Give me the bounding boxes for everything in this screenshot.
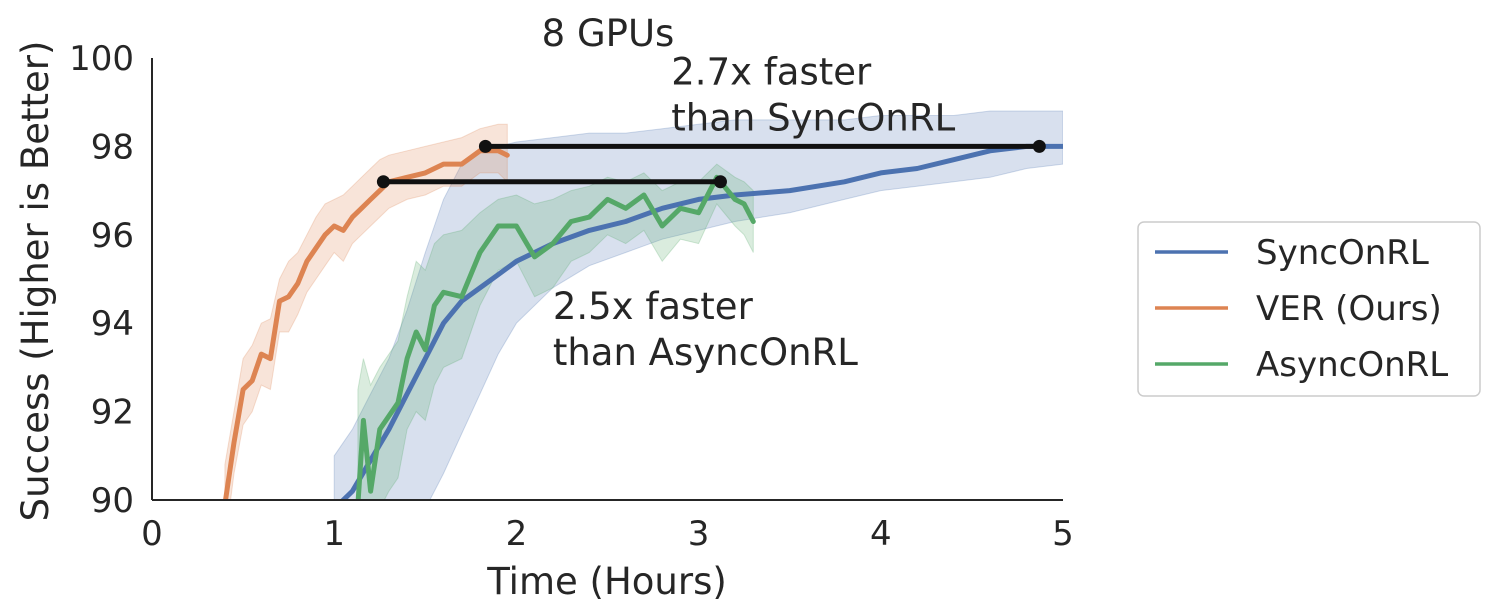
series-line-ver-ours bbox=[223, 148, 510, 500]
x-tick-label: 2 bbox=[506, 514, 528, 554]
y-tick-label: 100 bbox=[69, 39, 134, 79]
comparison-segment-end-1 bbox=[713, 175, 727, 189]
legend-label-ver-ours: VER (Ours) bbox=[1256, 289, 1442, 329]
x-tick-label: 4 bbox=[870, 514, 892, 554]
chart-title: 8 GPUs bbox=[542, 12, 675, 55]
x-tick-label: 3 bbox=[688, 514, 710, 554]
legend-label-asynconrl: AsyncOnRL bbox=[1256, 345, 1448, 385]
comparison-segments bbox=[376, 139, 1046, 189]
x-tick-label: 5 bbox=[1052, 514, 1074, 554]
confidence-bands bbox=[224, 110, 1063, 500]
legend-label-synconrl: SyncOnRL bbox=[1256, 233, 1429, 273]
axes: 0 1 2 3 4 5 90 92 94 96 98 100 bbox=[69, 39, 1074, 554]
annotation-0-line-0: 2.7x faster bbox=[671, 51, 872, 94]
band-asynconrl bbox=[357, 163, 754, 500]
y-axis-label: Success (Higher is Better) bbox=[14, 41, 57, 522]
comparison-segment-start-0 bbox=[478, 139, 492, 153]
x-tick-label: 1 bbox=[323, 514, 345, 554]
legend: SyncOnRL VER (Ours) AsyncOnRL bbox=[1137, 221, 1481, 397]
annotation-0-line-1: than SyncOnRL bbox=[671, 97, 955, 140]
y-tick-label: 92 bbox=[91, 393, 134, 433]
comparison-segment-start-1 bbox=[376, 175, 390, 189]
series-line-asynconrl bbox=[355, 174, 756, 500]
y-tick-label: 90 bbox=[91, 481, 134, 521]
annotation-1-line-1: than AsyncOnRL bbox=[553, 331, 858, 374]
y-tick-label: 98 bbox=[91, 127, 134, 167]
comparison-segment-end-0 bbox=[1032, 139, 1046, 153]
x-axis-label: Time (Hours) bbox=[486, 560, 727, 603]
series-line-synconrl bbox=[339, 143, 1063, 500]
annotation-1-line-0: 2.5x faster bbox=[553, 285, 754, 328]
y-tick-label: 96 bbox=[91, 216, 134, 256]
y-tick-label: 94 bbox=[91, 304, 134, 344]
series-lines bbox=[223, 143, 1063, 500]
legend-frame bbox=[1137, 221, 1481, 397]
x-tick-label: 0 bbox=[141, 514, 163, 554]
